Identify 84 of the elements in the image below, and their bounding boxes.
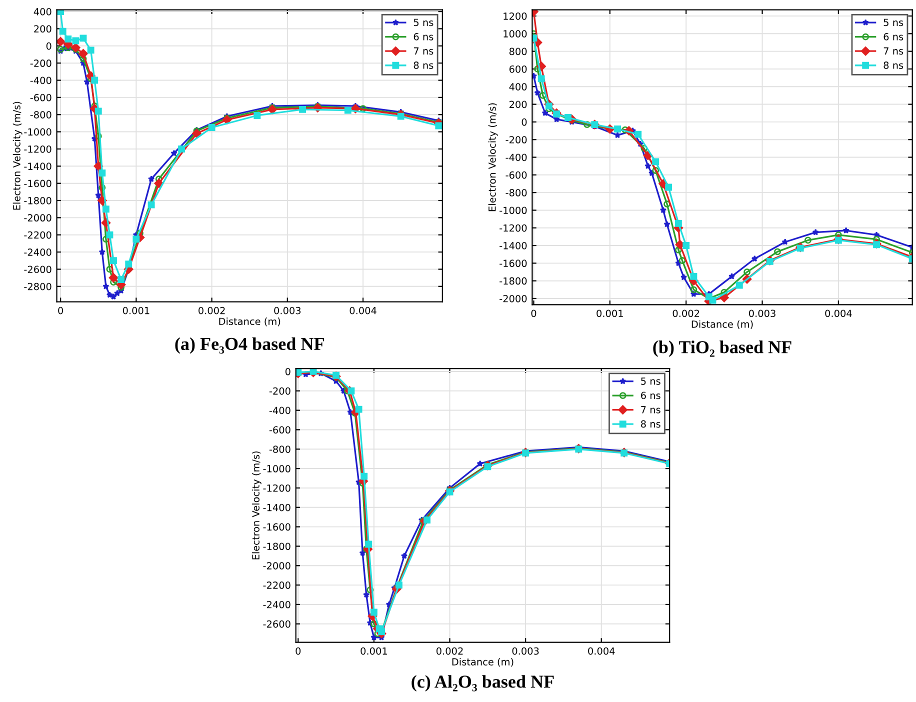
y-tick-label: 800	[509, 48, 527, 56]
y-tick-label: -2800	[24, 282, 52, 290]
y-tick-label: -200	[30, 60, 52, 67]
x-tick-label: 0.002	[436, 647, 463, 655]
legend-label: 5 ns	[884, 18, 904, 26]
x-tick-label: 0.003	[512, 647, 539, 655]
y-tick-label: -1600	[500, 260, 527, 268]
legend-label: 7 ns	[884, 47, 904, 55]
x-tick-label: 0.002	[672, 310, 700, 318]
y-tick-label: -2400	[24, 248, 52, 256]
y-tick-label: 0	[522, 118, 527, 126]
legend-label: 5 ns	[641, 378, 660, 385]
text: (a) Fe₃O4 based NF	[175, 337, 324, 354]
y-tick-label: 400	[34, 8, 52, 16]
x-tick-label: 0.001	[122, 306, 150, 314]
y-tick-label: -1600	[24, 180, 52, 188]
y-tick-label: -600	[30, 94, 52, 102]
y-tick-label: -400	[269, 406, 290, 414]
y-tick-label: -2000	[24, 214, 52, 222]
x-tick-label: 0	[296, 647, 301, 655]
x-tick-label: 0	[531, 310, 536, 318]
y-tick-label: 200	[509, 100, 527, 108]
legend-label: 8 ns	[884, 62, 904, 69]
y-tick-label: -1200	[24, 145, 52, 153]
y-tick-label: -2600	[263, 620, 290, 628]
x-tick-label: 0.001	[360, 647, 387, 655]
y-tick-label: -800	[30, 111, 52, 118]
y-tick-label: -2200	[24, 231, 52, 239]
y-tick-label: -1400	[500, 242, 527, 250]
x-axis-title: Distance (m)	[452, 658, 514, 667]
y-tick-label: -1600	[263, 523, 290, 531]
y-axis-title: Electron Velocity (m/s)	[12, 102, 22, 210]
y-tick-label: -1200	[500, 224, 527, 232]
y-tick-label: -2200	[263, 582, 290, 589]
x-axis-title: Distance (m)	[219, 318, 280, 326]
y-tick-label: -2600	[24, 266, 52, 274]
legend-label: 8 ns	[641, 420, 660, 428]
y-tick-label: -1400	[263, 504, 290, 512]
y-tick-label: -800	[506, 189, 527, 196]
y-tick-label: -1000	[500, 206, 527, 214]
y-tick-label: -1800	[263, 542, 290, 550]
y-tick-label: -600	[506, 171, 527, 179]
y-tick-label: -400	[30, 76, 52, 84]
y-axis-title: Electron Velocity (m/s)	[488, 103, 498, 212]
text: (b) TiO₂ based NF	[653, 340, 792, 357]
x-tick-label: 0.002	[198, 306, 225, 314]
y-tick-label: -2000	[500, 294, 527, 302]
y-tick-label: 0	[46, 42, 52, 50]
x-tick-label: 0	[58, 306, 64, 314]
legend-label: 6 ns	[641, 392, 660, 400]
x-tick-label: 0.004	[588, 647, 615, 655]
y-tick-label: -1400	[24, 162, 52, 170]
y-tick-label: -2000	[263, 562, 290, 570]
y-tick-label: -1000	[263, 465, 290, 472]
y-tick-label: -200	[269, 387, 290, 395]
x-axis-title: Distance (m)	[692, 320, 753, 329]
y-tick-label: 1200	[504, 12, 527, 20]
x-tick-label: 0.001	[596, 310, 623, 318]
legend-label: 7 ns	[641, 406, 660, 414]
y-tick-label: 400	[509, 83, 527, 90]
y-axis-title: Electron Velocity (m/s)	[252, 451, 262, 560]
legend-label: 6 ns	[884, 33, 904, 40]
legend-label: 7 ns	[414, 47, 434, 55]
y-tick-label: -400	[506, 154, 527, 162]
y-tick-label: -800	[269, 446, 290, 453]
legend-label: 8 ns	[414, 62, 434, 69]
y-tick-label: 200	[34, 25, 52, 33]
y-tick-label: -1800	[24, 196, 52, 204]
legend-label: 6 ns	[414, 33, 434, 40]
x-tick-label: 0.003	[748, 310, 776, 318]
y-tick-label: -2400	[263, 600, 290, 608]
x-tick-label: 0.004	[825, 310, 852, 318]
y-tick-label: 600	[509, 65, 527, 73]
x-tick-label: 0.003	[274, 306, 301, 314]
y-tick-label: -1000	[24, 128, 52, 136]
y-tick-label: -1200	[263, 484, 290, 492]
x-tick-label: 0.004	[350, 306, 376, 314]
y-tick-label: -200	[506, 136, 527, 144]
legend-label: 5 ns	[414, 18, 434, 26]
text: (c) Al₂O₃ based NF	[412, 675, 554, 692]
y-tick-label: 0	[285, 368, 290, 376]
y-tick-label: -600	[269, 426, 290, 434]
y-tick-label: 1000	[504, 30, 527, 38]
y-tick-label: -1800	[500, 277, 527, 285]
